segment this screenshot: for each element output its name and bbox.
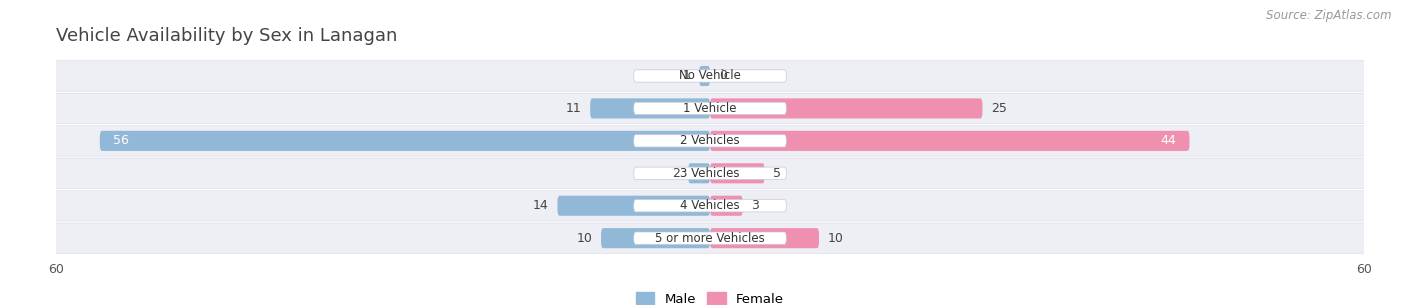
FancyBboxPatch shape bbox=[699, 66, 710, 86]
Text: No Vehicle: No Vehicle bbox=[679, 70, 741, 82]
Text: 2 Vehicles: 2 Vehicles bbox=[681, 135, 740, 147]
Text: 10: 10 bbox=[576, 232, 592, 245]
FancyBboxPatch shape bbox=[45, 223, 1375, 253]
FancyBboxPatch shape bbox=[634, 70, 786, 82]
FancyBboxPatch shape bbox=[634, 199, 786, 212]
Text: Vehicle Availability by Sex in Lanagan: Vehicle Availability by Sex in Lanagan bbox=[56, 27, 398, 45]
Text: 11: 11 bbox=[565, 102, 582, 115]
FancyBboxPatch shape bbox=[634, 102, 786, 115]
Text: 56: 56 bbox=[112, 135, 129, 147]
FancyBboxPatch shape bbox=[634, 167, 786, 179]
Text: 2: 2 bbox=[672, 167, 679, 180]
FancyBboxPatch shape bbox=[634, 232, 786, 244]
Text: 5 or more Vehicles: 5 or more Vehicles bbox=[655, 232, 765, 245]
FancyBboxPatch shape bbox=[45, 61, 1375, 91]
Text: Source: ZipAtlas.com: Source: ZipAtlas.com bbox=[1267, 9, 1392, 22]
FancyBboxPatch shape bbox=[710, 131, 1189, 151]
Text: 3: 3 bbox=[751, 199, 759, 212]
Text: 1 Vehicle: 1 Vehicle bbox=[683, 102, 737, 115]
FancyBboxPatch shape bbox=[710, 99, 983, 118]
FancyBboxPatch shape bbox=[45, 126, 1375, 156]
Text: 44: 44 bbox=[1160, 135, 1177, 147]
FancyBboxPatch shape bbox=[602, 228, 710, 248]
Text: 1: 1 bbox=[682, 70, 690, 82]
FancyBboxPatch shape bbox=[689, 163, 710, 183]
Text: 5: 5 bbox=[773, 167, 782, 180]
Text: 0: 0 bbox=[718, 70, 727, 82]
FancyBboxPatch shape bbox=[45, 191, 1375, 221]
Legend: Male, Female: Male, Female bbox=[633, 289, 787, 305]
Text: 14: 14 bbox=[533, 199, 548, 212]
Text: 25: 25 bbox=[991, 102, 1007, 115]
FancyBboxPatch shape bbox=[710, 196, 742, 216]
FancyBboxPatch shape bbox=[591, 99, 710, 118]
FancyBboxPatch shape bbox=[45, 93, 1375, 124]
Text: 4 Vehicles: 4 Vehicles bbox=[681, 199, 740, 212]
Text: 10: 10 bbox=[828, 232, 844, 245]
FancyBboxPatch shape bbox=[45, 158, 1375, 188]
Text: 3 Vehicles: 3 Vehicles bbox=[681, 167, 740, 180]
FancyBboxPatch shape bbox=[710, 228, 818, 248]
FancyBboxPatch shape bbox=[710, 163, 765, 183]
FancyBboxPatch shape bbox=[558, 196, 710, 216]
FancyBboxPatch shape bbox=[100, 131, 710, 151]
FancyBboxPatch shape bbox=[634, 135, 786, 147]
